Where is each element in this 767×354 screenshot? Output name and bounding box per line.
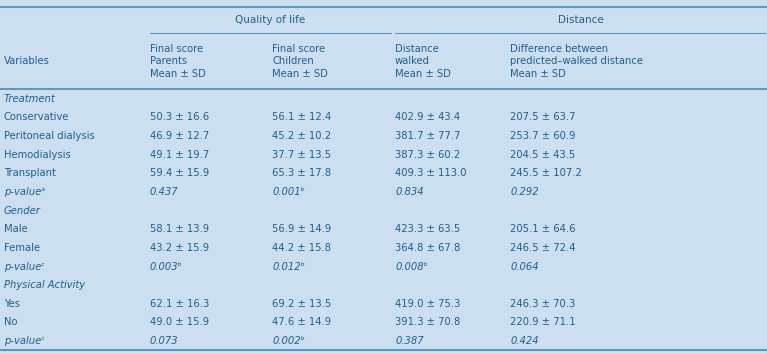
Text: Difference between
predicted–walked distance
Mean ± SD: Difference between predicted–walked dist…	[510, 44, 643, 79]
Text: Gender: Gender	[4, 206, 41, 216]
Text: 69.2 ± 13.5: 69.2 ± 13.5	[272, 299, 331, 309]
Text: 56.1 ± 12.4: 56.1 ± 12.4	[272, 113, 331, 122]
Text: Treatment: Treatment	[4, 94, 55, 104]
Text: 50.3 ± 16.6: 50.3 ± 16.6	[150, 113, 209, 122]
Text: 402.9 ± 43.4: 402.9 ± 43.4	[395, 113, 460, 122]
Text: Hemodialysis: Hemodialysis	[4, 150, 71, 160]
Text: 205.1 ± 64.6: 205.1 ± 64.6	[510, 224, 575, 234]
Text: Female: Female	[4, 243, 40, 253]
Text: No: No	[4, 318, 18, 327]
Text: 37.7 ± 13.5: 37.7 ± 13.5	[272, 150, 331, 160]
Text: 246.3 ± 70.3: 246.3 ± 70.3	[510, 299, 575, 309]
Text: p-valueᵃ: p-valueᵃ	[4, 187, 45, 197]
Text: 47.6 ± 14.9: 47.6 ± 14.9	[272, 318, 331, 327]
Text: Transplant: Transplant	[4, 169, 56, 178]
Text: 45.2 ± 10.2: 45.2 ± 10.2	[272, 131, 331, 141]
Text: 43.2 ± 15.9: 43.2 ± 15.9	[150, 243, 209, 253]
Text: Final score
Children
Mean ± SD: Final score Children Mean ± SD	[272, 44, 328, 79]
Text: 46.9 ± 12.7: 46.9 ± 12.7	[150, 131, 209, 141]
Text: 49.0 ± 15.9: 49.0 ± 15.9	[150, 318, 209, 327]
Text: 245.5 ± 107.2: 245.5 ± 107.2	[510, 169, 582, 178]
Text: 253.7 ± 60.9: 253.7 ± 60.9	[510, 131, 575, 141]
Text: 58.1 ± 13.9: 58.1 ± 13.9	[150, 224, 209, 234]
Text: Peritoneal dialysis: Peritoneal dialysis	[4, 131, 94, 141]
Text: 391.3 ± 70.8: 391.3 ± 70.8	[395, 318, 460, 327]
Text: 49.1 ± 19.7: 49.1 ± 19.7	[150, 150, 209, 160]
Text: 381.7 ± 77.7: 381.7 ± 77.7	[395, 131, 460, 141]
Text: 65.3 ± 17.8: 65.3 ± 17.8	[272, 169, 331, 178]
Text: Physical Activity: Physical Activity	[4, 280, 85, 290]
Text: 204.5 ± 43.5: 204.5 ± 43.5	[510, 150, 575, 160]
Text: Variables: Variables	[4, 56, 50, 66]
Text: 409.3 ± 113.0: 409.3 ± 113.0	[395, 169, 466, 178]
Text: 0.003ᵇ: 0.003ᵇ	[150, 262, 183, 272]
Text: 0.001ᵇ: 0.001ᵇ	[272, 187, 305, 197]
Text: 419.0 ± 75.3: 419.0 ± 75.3	[395, 299, 460, 309]
Text: 0.292: 0.292	[510, 187, 538, 197]
Text: 0.437: 0.437	[150, 187, 178, 197]
Text: 62.1 ± 16.3: 62.1 ± 16.3	[150, 299, 209, 309]
Text: 207.5 ± 63.7: 207.5 ± 63.7	[510, 113, 575, 122]
Text: 56.9 ± 14.9: 56.9 ± 14.9	[272, 224, 331, 234]
Text: Yes: Yes	[4, 299, 20, 309]
Text: 220.9 ± 71.1: 220.9 ± 71.1	[510, 318, 576, 327]
Text: 0.387: 0.387	[395, 336, 423, 346]
Text: 59.4 ± 15.9: 59.4 ± 15.9	[150, 169, 209, 178]
Text: 44.2 ± 15.8: 44.2 ± 15.8	[272, 243, 331, 253]
Text: p-valueᶜ: p-valueᶜ	[4, 262, 44, 272]
Text: 0.008ᵇ: 0.008ᵇ	[395, 262, 428, 272]
Text: Distance: Distance	[558, 15, 604, 25]
Text: Male: Male	[4, 224, 28, 234]
Text: 0.064: 0.064	[510, 262, 538, 272]
Text: Quality of life: Quality of life	[235, 15, 305, 25]
Text: 0.424: 0.424	[510, 336, 538, 346]
Text: 387.3 ± 60.2: 387.3 ± 60.2	[395, 150, 460, 160]
Text: 0.834: 0.834	[395, 187, 423, 197]
Text: 0.002ᵇ: 0.002ᵇ	[272, 336, 305, 346]
Text: Final score
Parents
Mean ± SD: Final score Parents Mean ± SD	[150, 44, 206, 79]
Text: Distance
walked
Mean ± SD: Distance walked Mean ± SD	[395, 44, 451, 79]
Text: 423.3 ± 63.5: 423.3 ± 63.5	[395, 224, 460, 234]
Text: Conservative: Conservative	[4, 113, 69, 122]
Text: 0.012ᵇ: 0.012ᵇ	[272, 262, 305, 272]
Text: 246.5 ± 72.4: 246.5 ± 72.4	[510, 243, 575, 253]
Text: 364.8 ± 67.8: 364.8 ± 67.8	[395, 243, 460, 253]
Text: p-valueᶜ: p-valueᶜ	[4, 336, 44, 346]
Text: 0.073: 0.073	[150, 336, 178, 346]
